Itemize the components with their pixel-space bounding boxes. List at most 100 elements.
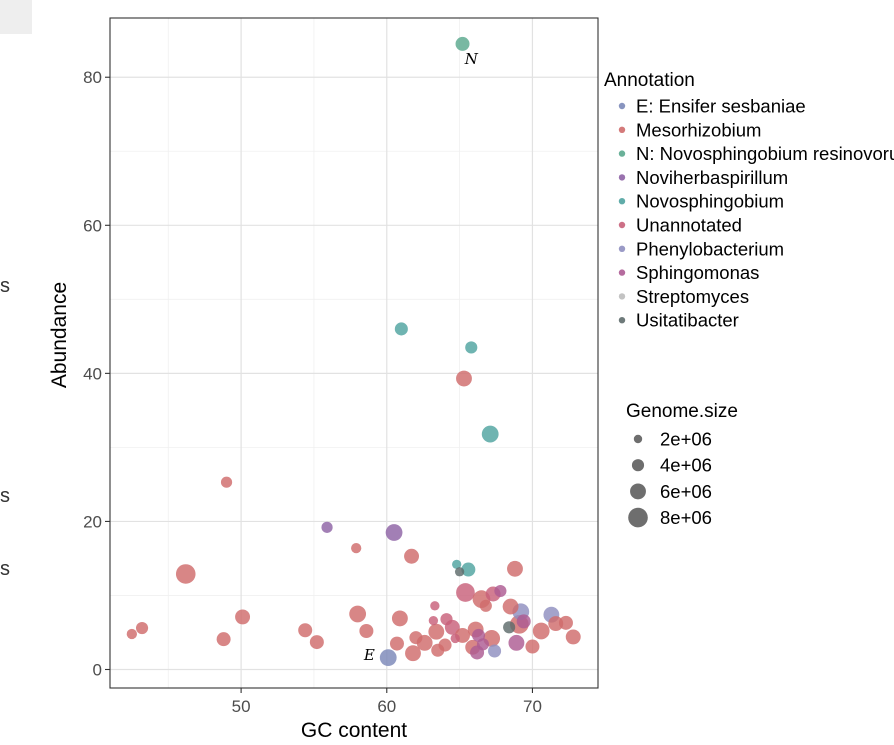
data-point: [456, 370, 472, 387]
legend-swatch-1: [618, 126, 626, 133]
color-legend-title: Annotation: [604, 70, 695, 91]
points-layer: [126, 36, 581, 667]
legend-swatch-2: [618, 150, 626, 157]
data-point: [409, 631, 423, 645]
legend-label-1: Mesorhizobium: [636, 119, 761, 140]
legend-label-6: Phenylobacterium: [636, 238, 784, 259]
x-axis-title: GC content: [301, 719, 407, 742]
size-legend-swatch-3: [628, 507, 648, 528]
data-point: [385, 524, 403, 541]
size-legend-label-0: 2e+06: [660, 429, 712, 450]
legend-swatch-4: [618, 198, 626, 205]
y-tick-label-2: 40: [83, 364, 102, 383]
data-point: [507, 560, 523, 577]
data-point: [532, 622, 550, 640]
data-point: [565, 629, 581, 645]
data-point: [454, 567, 465, 577]
data-point: [126, 628, 137, 640]
data-point: [431, 643, 445, 657]
data-point: [175, 564, 196, 584]
y-axis-title: Abundance: [48, 282, 71, 388]
data-point: [494, 584, 507, 598]
data-point: [476, 638, 489, 651]
data-point: [428, 615, 439, 626]
size-legend-swatch-1: [631, 459, 645, 472]
legend-swatch-9: [618, 317, 626, 324]
y-tick-label-1: 20: [83, 512, 102, 531]
data-point: [479, 599, 492, 612]
plot-panel: [110, 18, 598, 688]
data-point: [455, 36, 470, 51]
annotation-layer: NE: [363, 50, 479, 664]
data-point: [503, 621, 516, 634]
grid-layer: [110, 18, 598, 688]
legend: Annotation E: Ensifer sesbaniaeMesorhizo…: [604, 70, 894, 528]
data-point: [349, 605, 367, 623]
data-point: [440, 613, 453, 626]
legend-label-9: Usitatibacter: [636, 310, 739, 331]
data-point: [405, 645, 421, 662]
plot-border: [109, 17, 599, 689]
legend-label-5: Unannotated: [636, 215, 742, 236]
edge-text-fragment-2: s: [0, 485, 10, 507]
size-legend-swatch-0: [633, 434, 643, 444]
data-point: [404, 548, 420, 564]
data-point: [548, 616, 564, 632]
legend-swatch-6: [618, 245, 626, 252]
data-point: [220, 476, 233, 488]
x-tick-label-0: 50: [232, 697, 251, 716]
data-point: [525, 639, 540, 654]
axes-layer: 50 60 70 0 20 40 60 80: [83, 68, 542, 716]
data-point: [558, 615, 573, 630]
y-tick-label-4: 80: [83, 68, 102, 87]
data-point: [389, 636, 404, 651]
data-point: [359, 623, 374, 638]
data-point: [465, 341, 478, 354]
data-point: [428, 623, 445, 640]
size-legend-label-2: 6e+06: [660, 481, 712, 502]
legend-label-2: N: Novosphingobium resinovorum: [636, 143, 894, 164]
size-legend-swatch-2: [630, 483, 646, 500]
corner-panel: [0, 0, 32, 34]
data-point: [456, 583, 475, 602]
legend-label-4: Novosphingobium: [636, 191, 784, 212]
size-legend-label-3: 8e+06: [660, 507, 712, 528]
data-point: [481, 425, 499, 443]
data-point: [461, 562, 476, 577]
data-point: [502, 598, 519, 615]
point-annotation-E: E: [363, 646, 375, 664]
data-point: [135, 621, 149, 635]
legend-label-7: Sphingomonas: [636, 262, 759, 283]
legend-label-0: E: Ensifer sesbaniae: [636, 96, 806, 117]
data-point: [450, 633, 460, 644]
legend-label-8: Streptomyces: [636, 286, 749, 307]
data-point: [391, 610, 408, 627]
data-point: [298, 623, 313, 638]
data-point: [488, 644, 502, 658]
edge-text-fragment-3: s: [0, 558, 10, 580]
x-tick-label-1: 60: [377, 697, 396, 716]
size-legend-label-1: 4e+06: [660, 455, 712, 476]
size-legend-title: Genome.size: [626, 401, 738, 422]
legend-swatch-3: [618, 174, 626, 181]
x-tick-label-2: 70: [523, 697, 542, 716]
edge-text-fragment-1: s: [0, 275, 10, 297]
y-tick-label-0: 0: [93, 660, 102, 679]
legend-swatch-8: [618, 293, 626, 300]
data-point: [430, 601, 440, 611]
data-point: [309, 635, 324, 650]
data-point: [216, 632, 231, 647]
legend-swatch-5: [618, 221, 626, 229]
data-point: [321, 521, 333, 533]
point-annotation-N: N: [464, 50, 479, 68]
data-point: [508, 634, 525, 651]
data-point: [452, 559, 462, 570]
data-point: [394, 322, 408, 336]
data-point: [235, 609, 251, 625]
y-tick-label-3: 60: [83, 216, 102, 235]
legend-label-3: Noviherbaspirillum: [636, 167, 788, 188]
data-point: [516, 614, 531, 629]
legend-swatch-7: [618, 269, 626, 276]
